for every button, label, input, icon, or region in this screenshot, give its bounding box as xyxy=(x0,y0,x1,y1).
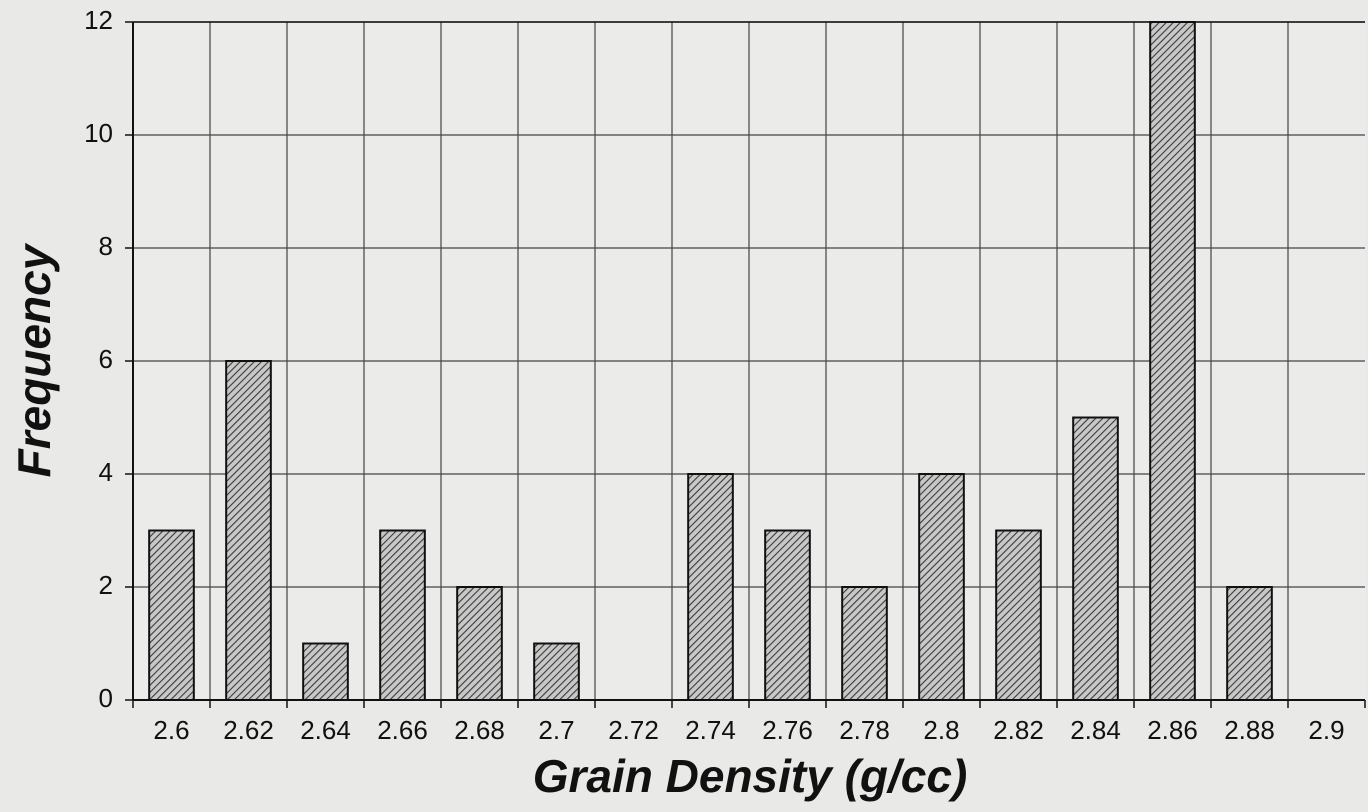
y-tick-label: 12 xyxy=(84,5,113,35)
x-tick-label: 2.8 xyxy=(923,715,959,745)
x-axis-title: Grain Density (g/cc) xyxy=(533,750,968,802)
bar xyxy=(687,473,734,701)
x-tick-label: 2.86 xyxy=(1147,715,1198,745)
x-tick-label: 2.88 xyxy=(1224,715,1275,745)
bar xyxy=(456,586,503,701)
x-tick-label: 2.74 xyxy=(685,715,736,745)
x-tick-label: 2.66 xyxy=(377,715,428,745)
x-tick-label: 2.64 xyxy=(300,715,351,745)
bar xyxy=(764,529,811,701)
x-tick-label: 2.68 xyxy=(454,715,505,745)
y-tick-label: 0 xyxy=(99,683,113,713)
bar xyxy=(841,586,888,701)
x-tick-label: 2.7 xyxy=(538,715,574,745)
bar xyxy=(918,473,965,701)
y-tick-label: 4 xyxy=(99,457,113,487)
bar xyxy=(1226,586,1273,701)
x-tick-label: 2.6 xyxy=(153,715,189,745)
y-axis-title: Frequency xyxy=(8,242,60,477)
y-tick-label: 10 xyxy=(84,118,113,148)
x-tick-label: 2.72 xyxy=(608,715,659,745)
axes: 0 2 4 6 8 10 12 2.6 2.62 2.64 2.66 2.68 2.7 2.72 2.74 2… xyxy=(84,5,1366,745)
x-tick-label: 2.78 xyxy=(839,715,890,745)
bar xyxy=(995,529,1042,701)
bar xyxy=(148,529,195,701)
x-tick-label: 2.9 xyxy=(1308,715,1344,745)
bar xyxy=(533,642,580,701)
y-tick-label: 2 xyxy=(99,570,113,600)
bar xyxy=(1149,21,1196,701)
bars xyxy=(148,21,1273,701)
bar xyxy=(1072,416,1119,701)
bar xyxy=(302,642,349,701)
x-tick-label: 2.76 xyxy=(762,715,813,745)
x-tick-label: 2.84 xyxy=(1070,715,1121,745)
bar xyxy=(379,529,426,701)
y-tick-label: 6 xyxy=(99,344,113,374)
bar xyxy=(225,360,272,701)
x-tick-label: 2.82 xyxy=(993,715,1044,745)
x-tick-label: 2.62 xyxy=(223,715,274,745)
y-tick-label: 8 xyxy=(99,231,113,261)
